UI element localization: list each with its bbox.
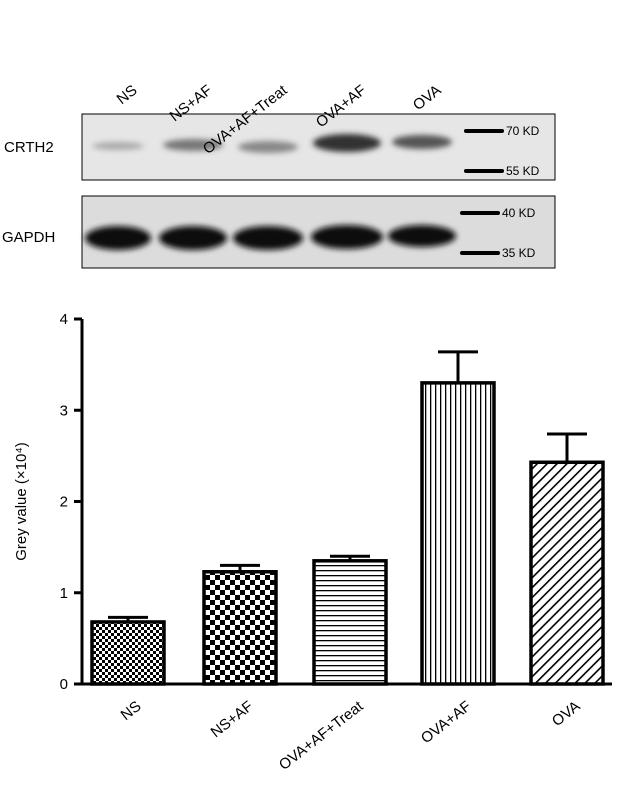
y-tick-label: 1 <box>60 585 68 602</box>
row-label: CRTH2 <box>4 139 54 156</box>
bar <box>420 381 496 686</box>
x-tick-label: OVA+AF+Treat <box>276 697 367 774</box>
bar <box>529 460 605 686</box>
y-tick-label: 0 <box>60 676 68 693</box>
ladder <box>460 129 504 255</box>
bar <box>90 620 166 686</box>
marker-label: 40 KD <box>502 206 536 220</box>
marker-label: 55 KD <box>506 164 540 178</box>
x-tick-label: NS <box>118 698 145 724</box>
lane-label: OVA <box>410 82 445 114</box>
lane-label: NS <box>114 82 141 108</box>
marker-label: 70 KD <box>506 124 540 138</box>
marker-label: 35 KD <box>502 246 536 260</box>
row-label: GAPDH <box>2 229 55 246</box>
bar <box>202 570 278 686</box>
y-tick-label: 4 <box>60 311 68 328</box>
x-tick-label: OVA <box>549 698 584 730</box>
y-axis-label: Grey value (×10⁴) <box>13 442 30 561</box>
y-tick-label: 3 <box>60 402 68 419</box>
bar <box>312 559 388 686</box>
x-tick-label: OVA+AF <box>418 698 475 747</box>
y-tick-label: 2 <box>60 494 68 511</box>
x-tick-label: NS+AF <box>208 698 257 741</box>
bands <box>85 134 456 250</box>
blot <box>81 113 556 269</box>
